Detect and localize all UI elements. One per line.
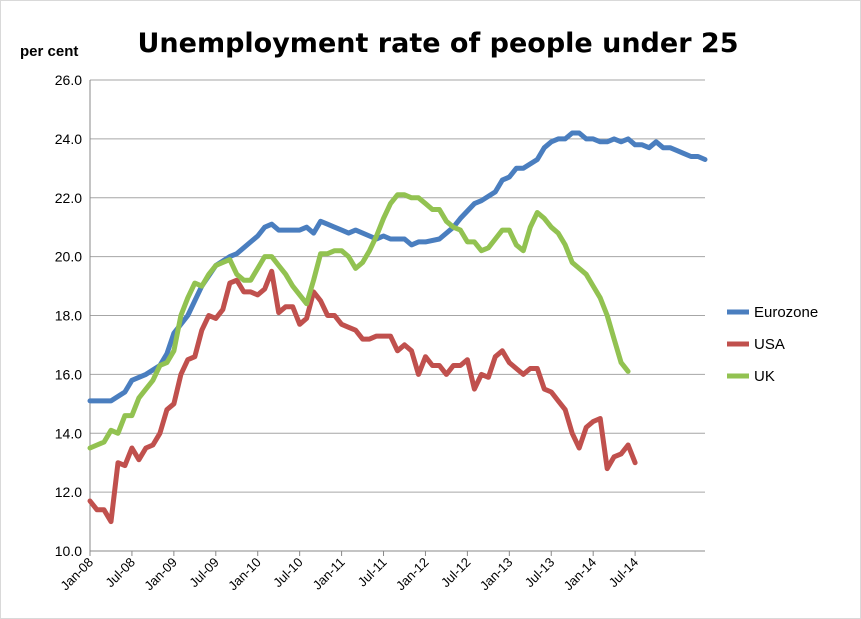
y-axis-ticks: 10.0 12.0 14.0 16.0 18.0 20.0 22.0 24.0 26.0 [55,72,82,559]
y-tick-label: 10.0 [55,543,82,559]
y-tick-label: 26.0 [55,72,82,88]
series-line-eurozone [87,130,708,404]
series-lines [87,130,708,525]
x-tick-label: Jan-09 [141,555,180,594]
x-tick-label: Jul-13 [522,555,558,591]
chart-title: Unemployment rate of people under 25 [137,28,738,59]
y-tick-label: 22.0 [55,190,82,206]
x-tick-label: Jan-14 [561,555,600,594]
y-tick-label: 12.0 [55,484,82,500]
series-line-uk [87,192,631,451]
x-tick-label: Jan-10 [225,555,264,594]
legend-label-eurozone: Eurozone [754,304,818,321]
gridlines [89,79,705,552]
x-tick-label: Jan-13 [477,555,516,594]
x-tick-label: Jan-08 [57,555,96,594]
legend-label-usa: USA [754,336,785,353]
y-tick-label: 18.0 [55,308,82,324]
series-line-usa [87,268,638,525]
legend: Eurozone USA UK [727,304,818,385]
y-tick-label: 14.0 [55,425,82,441]
x-tick-label: Jul-14 [606,555,642,591]
x-tick-label: Jul-11 [355,555,390,590]
y-tick-label: 24.0 [55,131,82,147]
x-tick-label: Jul-09 [186,555,222,591]
x-tick-label: Jan-11 [310,555,348,593]
y-axis-unit-label: per cent [20,43,78,60]
legend-label-uk: UK [754,368,775,385]
y-tick-label: 16.0 [55,366,82,382]
x-tick-label: Jul-12 [438,555,474,591]
y-tick-label: 20.0 [55,249,82,265]
x-tick-label: Jul-08 [102,555,138,591]
x-axis-ticks: Jan-08 Jul-08 Jan-09 Jul-09 Jan-10 Jul-10 Jan-… [57,551,641,593]
x-tick-label: Jul-10 [270,555,306,591]
x-tick-label: Jan-12 [393,555,432,594]
